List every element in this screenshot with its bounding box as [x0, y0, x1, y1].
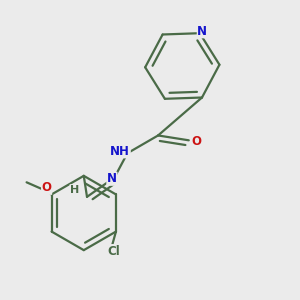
Text: O: O [42, 181, 52, 194]
Text: N: N [197, 25, 207, 38]
Text: H: H [70, 185, 80, 195]
Text: Cl: Cl [107, 244, 120, 258]
Text: N: N [107, 172, 117, 185]
Text: O: O [191, 135, 201, 148]
Text: NH: NH [110, 145, 130, 158]
